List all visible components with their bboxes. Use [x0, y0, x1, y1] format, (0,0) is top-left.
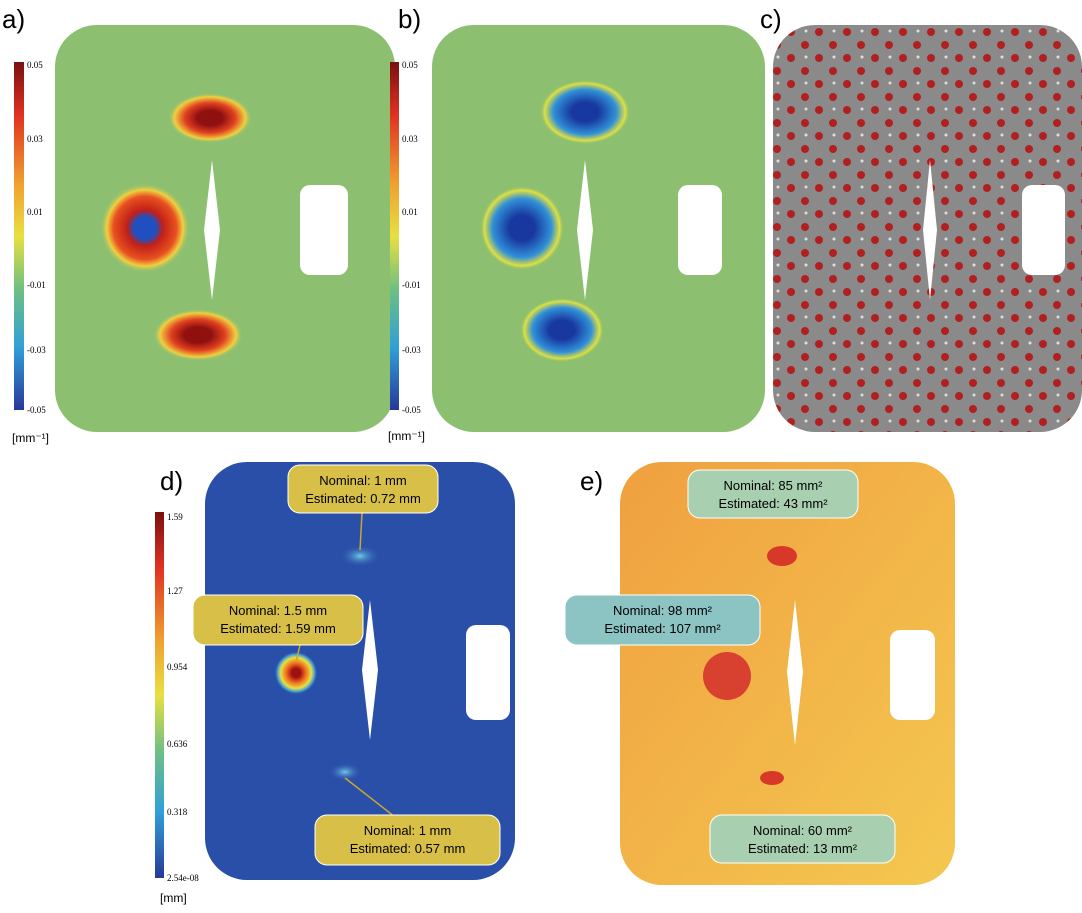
- annotation-text: Estimated: 43 mm²: [718, 496, 828, 511]
- annotation-text: Nominal: 1 mm: [319, 473, 406, 488]
- annotation-text: Nominal: 1 mm: [364, 823, 451, 838]
- annotation-box: [314, 814, 501, 866]
- annotation-text: Estimated: 0.72 mm: [305, 491, 421, 506]
- annotation-text: Estimated: 13 mm²: [748, 841, 858, 856]
- colorbar-tick-label: 1.59: [167, 512, 183, 522]
- colorbar-tick-label: 1.27: [167, 586, 183, 596]
- panel-label: b): [398, 4, 421, 34]
- panel-a: [14, 25, 395, 432]
- panel-label: e): [580, 466, 603, 496]
- annotation-text: Estimated: 1.59 mm: [220, 621, 336, 636]
- colorbar-tick-label: 0.01: [402, 207, 418, 217]
- panel-c: [773, 25, 1082, 432]
- panel-b: [390, 25, 765, 432]
- colorbar-tick-label: 0.954: [167, 662, 188, 672]
- colorbar-tick-label: 2.54e-08: [167, 873, 199, 883]
- panel-e: [620, 462, 955, 885]
- colorbar-tick-label: 0.636: [167, 739, 188, 749]
- colorbar-tick-label: -0.01: [402, 280, 421, 290]
- colorbar-unit: [mm]: [160, 891, 187, 905]
- annotation-box: [564, 594, 761, 646]
- colorbar-tick-label: -0.03: [27, 345, 46, 355]
- colorbar-tick-label: -0.05: [402, 405, 421, 415]
- annotation-text: Estimated: 0.57 mm: [350, 841, 466, 856]
- colorbar-tick-label: 0.05: [27, 60, 43, 70]
- annotation-box: [687, 469, 859, 519]
- annotation-text: Estimated: 107 mm²: [604, 621, 721, 636]
- panel-d: [155, 462, 515, 880]
- colorbar-unit: [mm⁻¹]: [388, 429, 425, 443]
- colorbar-tick-label: -0.01: [27, 280, 46, 290]
- annotation-box: [709, 814, 896, 864]
- panel-label: d): [160, 466, 183, 496]
- colorbar-tick-label: -0.05: [27, 405, 46, 415]
- colorbar-tick-label: 0.318: [167, 807, 188, 817]
- colorbar-tick-label: 0.05: [402, 60, 418, 70]
- annotation-text: Nominal: 1.5 mm: [229, 603, 327, 618]
- annotation-box: [287, 464, 439, 514]
- colorbar-tick-label: 0.03: [402, 134, 418, 144]
- annotation-text: Nominal: 98 mm²: [613, 603, 713, 618]
- colorbar-tick-label: 0.03: [27, 134, 43, 144]
- annotation-text: Nominal: 60 mm²: [753, 823, 853, 838]
- colorbar-tick-label: 0.01: [27, 207, 43, 217]
- annotation-box: [192, 594, 364, 646]
- panel-label: a): [2, 4, 25, 34]
- annotation-text: Nominal: 85 mm²: [724, 478, 824, 493]
- colorbar-unit: [mm⁻¹]: [12, 431, 49, 445]
- panel-label: c): [760, 4, 782, 34]
- colorbar-tick-label: -0.03: [402, 345, 421, 355]
